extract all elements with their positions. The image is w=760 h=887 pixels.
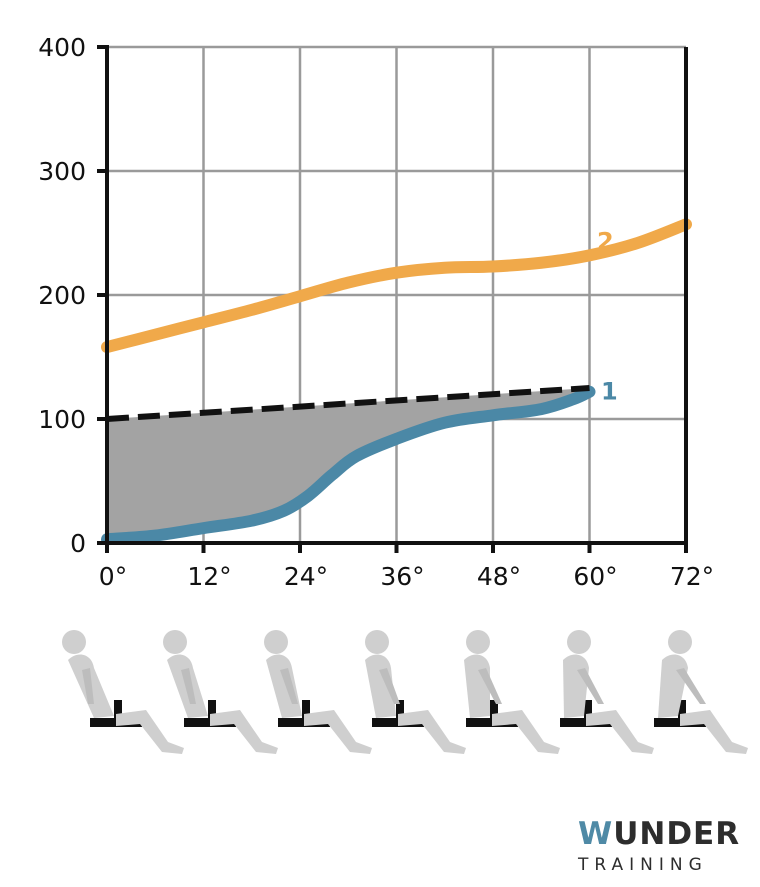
seated-person-icon <box>560 630 654 754</box>
seated-person-icon <box>264 630 372 754</box>
leg-shape <box>492 710 560 754</box>
torso-shape <box>266 654 302 718</box>
series-line-2 <box>101 218 692 354</box>
series-label-1: 1 <box>601 378 618 406</box>
seat-post <box>490 700 498 720</box>
leg-shape <box>680 710 748 754</box>
x-tick-label: 12° <box>187 562 231 591</box>
reference-dashed-line <box>106 385 590 422</box>
series-lines <box>101 218 692 546</box>
seat-post <box>678 700 686 720</box>
logo-subtitle: TRAINING <box>578 855 708 875</box>
head-shape <box>365 630 389 654</box>
seated-person-icon <box>365 630 466 754</box>
torso-shape <box>464 654 490 718</box>
head-shape <box>163 630 187 654</box>
leg-shape <box>210 710 278 754</box>
torso-shape <box>365 654 396 718</box>
wunder-training-logo: WUNDER TRAINING <box>578 817 740 877</box>
leg-shape <box>304 710 372 754</box>
logo-wordmark: WUNDER <box>578 817 740 851</box>
tick-labels: 2 1 400 300 200 100 0 0° 12° 24° 36° 48° 60° 72° <box>38 33 714 591</box>
x-tick-label: 60° <box>573 562 617 591</box>
arm-shape <box>676 668 706 704</box>
seated-person-icon <box>464 630 560 754</box>
arm-shape <box>181 668 196 704</box>
arm-shape <box>577 668 604 704</box>
seated-person-icon <box>62 630 184 754</box>
head-shape <box>466 630 490 654</box>
y-tick-label: 400 <box>38 33 86 62</box>
head-shape <box>668 630 692 654</box>
x-tick-label: 24° <box>284 562 328 591</box>
head-shape <box>264 630 288 654</box>
arm-shape <box>478 668 502 704</box>
leg-shape <box>116 710 184 754</box>
head-shape <box>567 630 591 654</box>
x-tick-label: 48° <box>477 562 521 591</box>
figures-row <box>62 630 748 754</box>
seated-person-icon <box>163 630 278 754</box>
y-tick-label: 200 <box>38 281 86 310</box>
x-tick-label: 72° <box>670 562 714 591</box>
seat-post <box>114 700 122 720</box>
arm-shape <box>280 668 298 704</box>
y-tick-label: 0 <box>70 529 86 558</box>
shaded-region <box>107 388 590 540</box>
seat-post <box>584 700 592 720</box>
x-tick-label: 0° <box>99 562 127 591</box>
shaded-area <box>107 388 590 540</box>
seat-post <box>302 700 310 720</box>
series-line-1 <box>101 385 596 546</box>
x-tick-label: 36° <box>380 562 424 591</box>
seated-person-icon <box>654 630 748 754</box>
head-shape <box>62 630 86 654</box>
logo-word-accent: W <box>578 816 614 852</box>
leg-shape <box>586 710 654 754</box>
leg-shape <box>398 710 466 754</box>
y-tick-label: 100 <box>38 405 86 434</box>
series-label-2: 2 <box>597 227 614 255</box>
logo-word-rest: UNDER <box>613 816 741 852</box>
seat-post <box>396 700 404 720</box>
axes <box>97 45 688 553</box>
arm-shape <box>379 668 400 704</box>
arm-shape <box>82 668 94 704</box>
seat-post <box>208 700 216 720</box>
y-tick-label: 300 <box>38 157 86 186</box>
